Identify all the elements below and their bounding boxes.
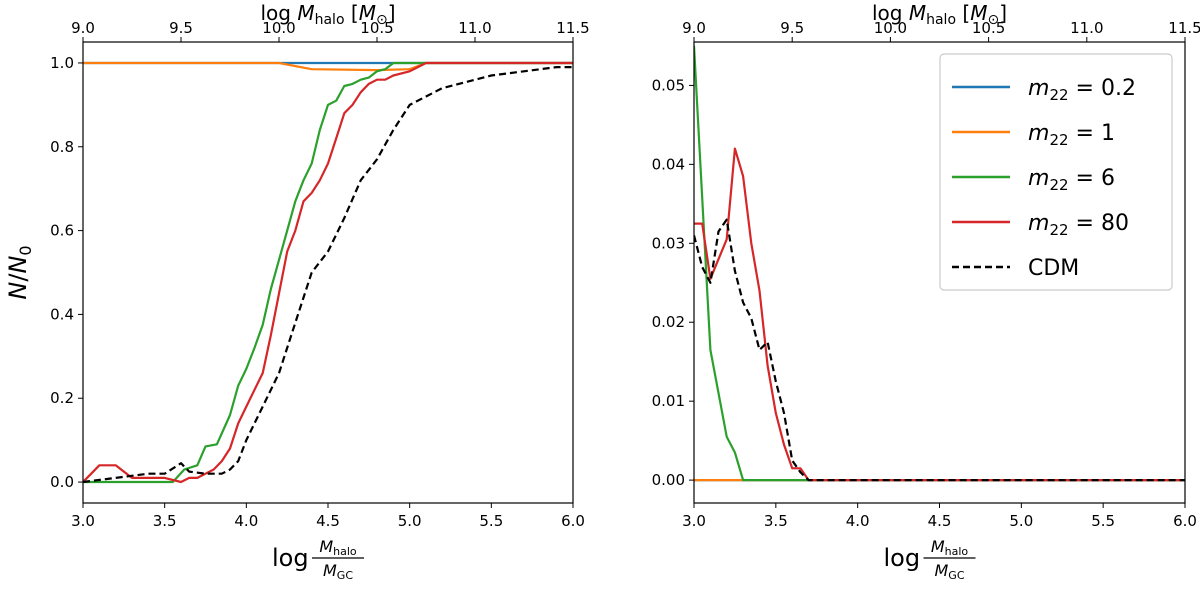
x-tick-label: 4.0	[846, 512, 870, 530]
x-label-numerator: Mhalo	[319, 537, 357, 558]
y-tick-label: 0.6	[50, 222, 74, 240]
x-label-denominator: MGC	[323, 561, 353, 582]
x-tick-label: 6.0	[1173, 512, 1197, 530]
legend-label-4: CDM	[1028, 256, 1079, 281]
left-panel: 3.0 3.5 4.0 4.5 5.0 5.5 6.0 9.0 9.5 10.0 10.5 11.0 1…	[4, 1, 590, 582]
top-x-tick-label: 11.5	[1168, 19, 1200, 37]
series-line-right-4	[694, 218, 1185, 482]
top-x-tick-label: 11.0	[1070, 19, 1103, 37]
x-tick-label: 5.0	[398, 512, 422, 530]
top-x-axis-label: log Mhalo [M⊙]	[872, 1, 1007, 28]
axes-frame	[82, 41, 574, 504]
legend-box	[939, 53, 1173, 291]
top-x-tick-label: 9.5	[780, 19, 804, 37]
top-x-tick-label: 10.5	[972, 19, 1005, 37]
series-group	[83, 61, 573, 484]
y-tick-label: 0.4	[50, 305, 74, 323]
x-tick-label: 4.5	[928, 512, 952, 530]
top-x-tick-label: 9.0	[71, 19, 95, 37]
series-group	[694, 45, 1185, 482]
legend-label-1: m22 = 1	[1028, 121, 1115, 149]
series-line-right-3	[694, 147, 1185, 482]
right-panel: 3.0 3.5 4.0 4.5 5.0 5.5 6.0 9.0 9.5 10.0 10.5 11.0 1…	[652, 1, 1200, 582]
x-tick-label: 4.0	[234, 512, 258, 530]
x-tick-label: 6.0	[561, 512, 585, 530]
top-x-tick-label: 10.5	[360, 19, 393, 37]
x-label-log: log	[272, 544, 309, 572]
x-tick-label: 3.0	[71, 512, 95, 530]
top-x-tick-label: 11.0	[458, 19, 491, 37]
x-label-denominator: MGC	[934, 561, 964, 582]
legend-label-3: m22 = 80	[1028, 211, 1129, 239]
x-tick-label: 3.0	[682, 512, 706, 530]
x-label-log: log	[884, 544, 921, 572]
series-line-left-4	[83, 65, 573, 484]
top-x-tick-label: 10.0	[874, 19, 907, 37]
y-tick-label: 0.02	[652, 313, 685, 331]
x-tick-label: 5.0	[1009, 512, 1033, 530]
y-tick-label: 0.03	[652, 234, 685, 252]
legend-label-2: m22 = 6	[1028, 166, 1115, 194]
y-tick-label: 0.01	[652, 392, 685, 410]
x-label-numerator: Mhalo	[931, 537, 969, 558]
y-tick-label: 0.0	[50, 473, 74, 491]
x-tick-label: 3.5	[764, 512, 788, 530]
x-tick-label: 3.5	[153, 512, 177, 530]
top-x-tick-label: 11.5	[556, 19, 589, 37]
y-tick-label: 0.04	[652, 155, 685, 173]
top-x-tick-label: 9.5	[169, 19, 193, 37]
top-x-tick-label: 10.0	[262, 19, 295, 37]
y-tick-label: 1.0	[50, 54, 74, 72]
series-line-left-2	[83, 61, 573, 484]
y-tick-label: 0.8	[50, 138, 74, 156]
x-tick-label: 5.5	[479, 512, 503, 530]
x-axis-label: log Mhalo MGC	[884, 537, 976, 582]
y-tick-label: 0.00	[652, 471, 685, 489]
x-tick-label: 4.5	[316, 512, 340, 530]
top-x-axis-label: log Mhalo [M⊙]	[260, 1, 395, 28]
x-axis-label: log Mhalo MGC	[272, 537, 364, 582]
legend: m22 = 0.2 m22 = 1 m22 = 6 m22 = 80 CDM	[939, 53, 1173, 291]
y-tick-label: 0.2	[50, 389, 74, 407]
legend-label-0: m22 = 0.2	[1028, 76, 1136, 104]
series-line-left-3	[83, 61, 573, 484]
x-tick-label: 5.5	[1091, 512, 1115, 530]
y-tick-label: 0.05	[652, 76, 685, 94]
y-axis-label: N/N0	[4, 245, 35, 299]
top-x-tick-label: 9.0	[682, 19, 706, 37]
